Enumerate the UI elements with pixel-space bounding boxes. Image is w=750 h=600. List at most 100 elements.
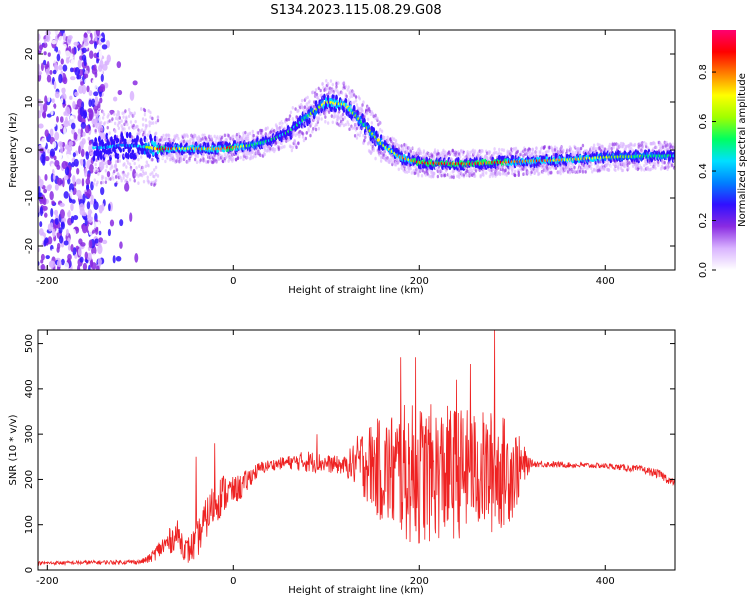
spectrogram-cell [128, 178, 132, 182]
spectrogram-cell [142, 179, 146, 184]
spectrogram-cell [297, 141, 300, 145]
spectrogram-cell [325, 79, 328, 83]
spectrogram-cell [210, 136, 214, 141]
spectrogram-cell [379, 120, 382, 125]
spectrogram-cell [531, 151, 534, 155]
spectrogram-cell [286, 118, 289, 122]
spectrogram-cell [136, 153, 139, 158]
spectrogram-cell [274, 141, 278, 145]
spectrogram-cell [153, 174, 156, 179]
spectrogram-cell [594, 146, 598, 151]
spectrogram-cell [351, 94, 354, 98]
spectrogram-cell [374, 113, 377, 118]
spectrogram-cell [80, 148, 85, 158]
spectrogram-cell [84, 251, 88, 260]
spectrogram-cell [44, 216, 49, 225]
spectrogram-cell [40, 263, 46, 270]
spectrogram-cell [131, 138, 135, 144]
spectrogram-cell [99, 97, 103, 104]
spectrogram-cell [43, 224, 48, 231]
spectrogram-cell [44, 129, 49, 138]
spectrogram-cell [161, 138, 164, 143]
spectrogram-cell [39, 44, 44, 51]
spectrogram-cell [260, 128, 264, 133]
spectrogram-cell [76, 167, 80, 175]
spectrogram-cell [221, 159, 225, 164]
spectrogram-cell [89, 163, 94, 174]
spectrogram-cell [109, 166, 112, 171]
spectrogram-cell [110, 111, 113, 116]
spectrogram-cell [73, 132, 78, 141]
spectrogram-cell [156, 115, 160, 119]
spectrogram-cell [482, 170, 485, 175]
spectrogram-cell [287, 117, 291, 122]
spectrogram-cell [358, 106, 361, 111]
spectrogram-cell [84, 125, 90, 134]
spectrogram-cell [100, 37, 106, 43]
spectrogram-cell [289, 145, 293, 149]
spectrogram-cell [73, 41, 79, 46]
spectrogram-cell [86, 188, 92, 199]
spectrogram-cell [581, 143, 585, 148]
spectrogram-cell [330, 114, 334, 118]
spectrogram-cell [119, 77, 124, 84]
spectrogram-cell [119, 219, 124, 227]
spectrogram-cell [252, 133, 255, 138]
spectrogram-cell [77, 128, 81, 135]
spectrogram-cell [53, 81, 57, 90]
spectrogram-cell [342, 106, 346, 113]
spectrogram-cell [300, 98, 304, 103]
spectrogram-cell [364, 135, 367, 140]
spectrogram-cell [43, 38, 47, 44]
spectrogram-cell [114, 159, 118, 164]
spectrogram-cell [187, 143, 190, 147]
spectrogram-cell [119, 241, 123, 249]
spectrogram-cell [99, 161, 102, 166]
spectrogram-cell [38, 33, 41, 42]
spectrogram-cell [342, 80, 346, 85]
spectrogram-cell [343, 115, 347, 120]
spectrogram-cell [87, 108, 93, 113]
spectrogram-cell [124, 182, 130, 192]
spectrogram-cell [64, 175, 69, 181]
spectrogram-cell [133, 178, 136, 183]
spectrogram-cell [304, 136, 308, 141]
spectrogram-cell [39, 235, 45, 241]
spectrogram-cell [51, 163, 55, 169]
spectrogram-cell [318, 83, 321, 88]
spectrogram-cell [304, 96, 308, 101]
spectrogram-cell [64, 144, 70, 150]
spectrogram-cell [366, 117, 370, 122]
spectrogram-cell [129, 120, 133, 124]
spectrogram-cell [149, 115, 152, 119]
spectrogram-cell [352, 93, 356, 97]
spectrogram-cell [149, 110, 152, 115]
spectrogram-cell [202, 152, 205, 157]
spectrogram-cell [165, 133, 168, 137]
spectrogram-cell [377, 130, 380, 135]
spectrogram-cell [64, 166, 70, 176]
spectrogram-cell [584, 170, 587, 174]
spectrogram-cell [123, 122, 126, 127]
spectrogram-cell [64, 106, 71, 117]
spectrogram-cell [608, 142, 612, 147]
spectrogram-cell [38, 123, 44, 129]
spectrogram-cell [535, 146, 538, 150]
spectrogram-cell [185, 154, 188, 159]
spectrogram-cell [60, 58, 64, 65]
spectrogram-cell [149, 162, 152, 166]
spectrogram-cell [621, 168, 625, 173]
spectrogram-cell [452, 175, 455, 180]
spectrogram-cell [212, 159, 215, 164]
spectrogram-cell [95, 142, 98, 147]
spectrogram-cell [355, 126, 359, 131]
spectrogram-cell [65, 154, 71, 159]
spectrogram-cell [246, 152, 249, 156]
spectrogram-cell [122, 147, 125, 153]
spectrogram-cell [117, 110, 121, 115]
spectrogram-cell [107, 228, 111, 237]
spectrogram-cell [66, 35, 72, 45]
spectrogram-cell [372, 114, 375, 119]
spectrogram-cell [246, 136, 250, 141]
